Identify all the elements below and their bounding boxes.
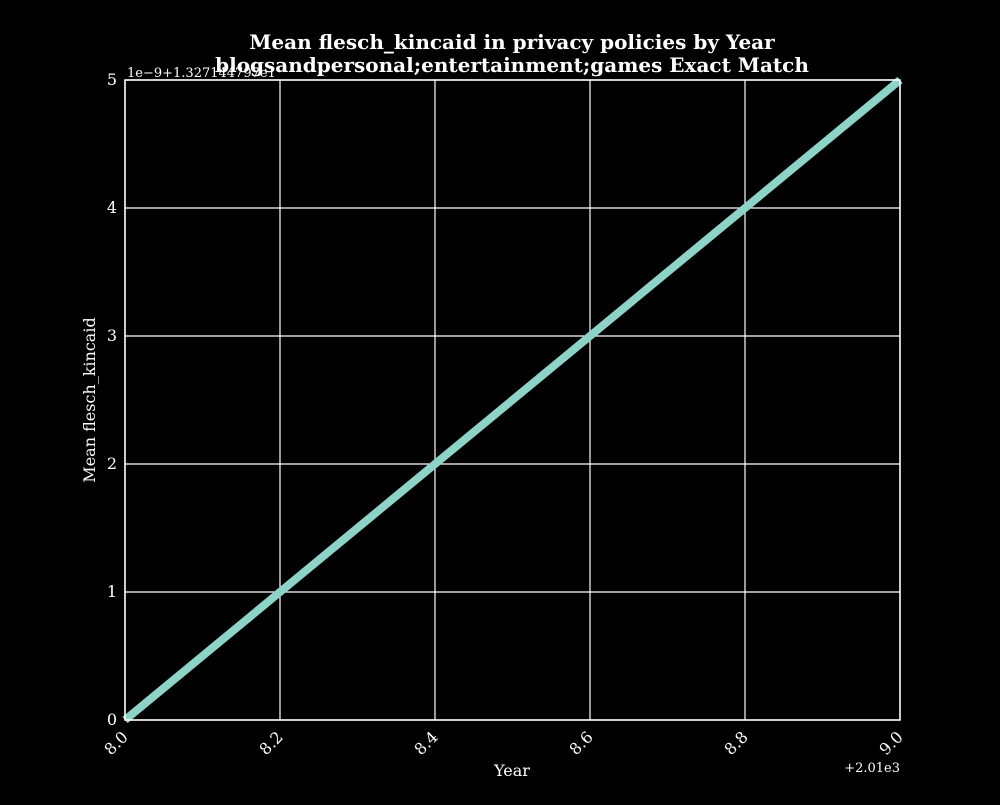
y-tick-label: 0	[107, 710, 117, 729]
x-axis-label: Year	[493, 761, 530, 780]
y-tick-label: 1	[107, 582, 117, 601]
chart-title-line1: Mean flesch_kincaid in privacy policies …	[249, 30, 775, 54]
chart-title-line2: blogsandpersonal;entertainment;games Exa…	[215, 53, 809, 77]
y-tick-label: 2	[107, 454, 117, 473]
y-tick-label: 5	[107, 70, 117, 89]
y-tick-label: 4	[107, 198, 117, 217]
y-tick-label: 3	[107, 326, 117, 345]
y-axis-label: Mean flesch_kincaid	[80, 317, 99, 482]
x-axis-offset-label: +2.01e3	[844, 761, 900, 776]
y-axis-offset-label: 1e−9+1.327144797e1	[127, 66, 276, 81]
